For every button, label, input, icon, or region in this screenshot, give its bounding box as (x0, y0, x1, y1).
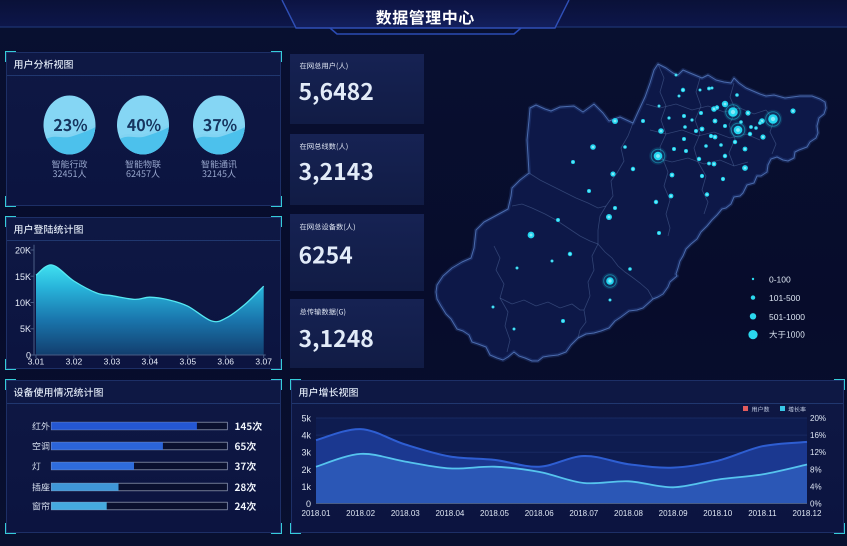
svg-text:0: 0 (26, 351, 31, 361)
svg-text:2018.06: 2018.06 (525, 509, 554, 518)
svg-text:0: 0 (306, 499, 311, 509)
svg-text:2018.04: 2018.04 (435, 509, 464, 518)
svg-text:501-1000: 501-1000 (769, 312, 805, 322)
svg-text:15K: 15K (15, 272, 31, 282)
svg-text:0-100: 0-100 (769, 275, 791, 285)
svg-text:3.06: 3.06 (217, 357, 234, 367)
svg-text:101-500: 101-500 (769, 293, 800, 303)
svg-text:16%: 16% (810, 431, 826, 440)
svg-text:4k: 4k (301, 431, 311, 441)
svg-text:5K: 5K (20, 324, 31, 334)
svg-text:2018.01: 2018.01 (302, 509, 331, 518)
svg-text:3.03: 3.03 (104, 357, 121, 367)
svg-text:0%: 0% (810, 500, 822, 509)
svg-text:3.01: 3.01 (28, 357, 45, 367)
svg-text:8%: 8% (810, 465, 822, 474)
svg-text:2018.05: 2018.05 (480, 509, 509, 518)
svg-text:3k: 3k (301, 448, 311, 458)
svg-text:12%: 12% (810, 448, 826, 457)
svg-text:2018.02: 2018.02 (346, 509, 375, 518)
svg-text:20%: 20% (810, 414, 826, 423)
svg-text:3.05: 3.05 (180, 357, 197, 367)
svg-text:3.04: 3.04 (142, 357, 159, 367)
svg-text:20K: 20K (15, 246, 31, 256)
svg-text:2018.12: 2018.12 (793, 509, 822, 518)
svg-text:2k: 2k (301, 465, 311, 475)
svg-text:3.07: 3.07 (255, 357, 272, 367)
svg-text:1k: 1k (301, 482, 311, 492)
svg-text:3.02: 3.02 (66, 357, 83, 367)
svg-text:10K: 10K (15, 298, 31, 308)
svg-text:4%: 4% (810, 482, 822, 491)
svg-text:2018.07: 2018.07 (569, 509, 598, 518)
svg-text:5k: 5k (301, 414, 311, 424)
svg-text:2018.09: 2018.09 (659, 509, 688, 518)
svg-text:2018.08: 2018.08 (614, 509, 643, 518)
svg-text:2018.11: 2018.11 (748, 509, 777, 518)
svg-text:2018.10: 2018.10 (703, 509, 732, 518)
svg-text:2018.03: 2018.03 (391, 509, 420, 518)
